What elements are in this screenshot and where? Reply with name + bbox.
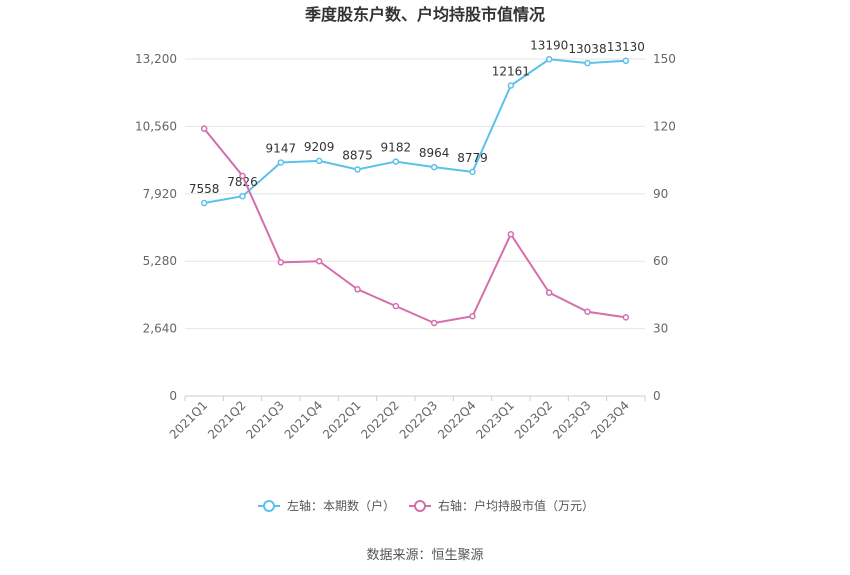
data-point[interactable] — [430, 319, 438, 327]
data-point[interactable] — [545, 56, 553, 63]
x-tick-label: 2023Q2 — [512, 398, 556, 442]
chart-title: 季度股东户数、户均持股市值情况 — [304, 5, 545, 24]
data-point[interactable] — [507, 230, 515, 238]
left-axis-ticks: 0 2,640 5,280 7,920 10,560 13,200 — [135, 52, 177, 403]
data-label: 9147 — [266, 141, 297, 155]
legend-marker-icon — [263, 500, 275, 512]
data-point[interactable] — [622, 314, 630, 321]
data-point[interactable] — [239, 172, 246, 180]
x-tick-label: 2023Q4 — [588, 398, 632, 442]
data-label: 9209 — [304, 140, 335, 154]
left-tick-label: 0 — [169, 389, 177, 403]
series-line — [203, 58, 626, 205]
data-point[interactable] — [584, 59, 591, 67]
right-tick-label: 150 — [653, 52, 676, 66]
x-tick-label: 2022Q1 — [320, 398, 364, 442]
legend-label: 左轴：本期数（户） — [287, 498, 395, 513]
data-label: 13038 — [568, 42, 606, 56]
data-label: 8875 — [342, 148, 373, 162]
x-tick-label: 2022Q3 — [397, 398, 441, 442]
data-point[interactable] — [354, 286, 361, 293]
gridlines — [185, 58, 645, 397]
data-point[interactable] — [354, 166, 361, 173]
legend[interactable]: 左轴：本期数（户） 右轴：户均持股市值（万元） — [258, 498, 594, 513]
x-tick-label: 2023Q3 — [550, 398, 594, 442]
x-tick-label: 2021Q4 — [282, 398, 326, 442]
data-point[interactable] — [584, 308, 591, 315]
data-point[interactable] — [469, 168, 476, 176]
series-line — [203, 128, 626, 325]
left-tick-label: 2,640 — [143, 322, 177, 336]
right-tick-label: 30 — [653, 322, 668, 336]
right-tick-label: 0 — [653, 389, 661, 403]
data-point[interactable] — [469, 312, 476, 320]
legend-item-2[interactable]: 右轴：户均持股市值（万元） — [409, 498, 594, 513]
source-note: 数据来源：恒生聚源 — [366, 548, 483, 563]
data-label: 9182 — [381, 141, 412, 155]
legend-marker-icon — [414, 500, 426, 512]
data-point[interactable] — [545, 289, 553, 296]
data-point[interactable] — [200, 125, 208, 132]
legend-item-1[interactable]: 左轴：本期数（户） — [258, 498, 395, 513]
data-label: 7558 — [189, 182, 220, 196]
data-point[interactable] — [392, 158, 400, 165]
data-point[interactable] — [277, 159, 285, 166]
data-label: 7826 — [227, 175, 258, 189]
left-tick-label: 5,280 — [143, 254, 177, 268]
series-2 — [200, 125, 630, 327]
left-tick-label: 13,200 — [135, 52, 177, 66]
x-tick-label: 2021Q1 — [167, 398, 211, 442]
data-point[interactable] — [239, 192, 246, 200]
x-tick-label: 2021Q3 — [243, 398, 287, 442]
data-point[interactable] — [315, 257, 323, 265]
data-point[interactable] — [622, 57, 630, 65]
data-label: 8779 — [457, 151, 488, 165]
x-tick-label: 2022Q2 — [358, 398, 402, 442]
right-tick-label: 60 — [653, 254, 668, 268]
data-label: 13130 — [607, 40, 645, 54]
left-tick-label: 7,920 — [143, 187, 177, 201]
right-tick-label: 120 — [653, 119, 676, 133]
data-label: 12161 — [492, 65, 530, 79]
x-tick-label: 2022Q4 — [435, 398, 479, 442]
x-tick-label: 2021Q2 — [205, 398, 249, 442]
data-point[interactable] — [315, 157, 323, 165]
data-point[interactable] — [507, 82, 515, 89]
data-label: 8964 — [419, 146, 450, 160]
right-axis-ticks: 0 30 60 90 120 150 — [653, 52, 676, 403]
data-point[interactable] — [277, 259, 285, 266]
data-point[interactable] — [430, 163, 438, 171]
right-tick-label: 90 — [653, 187, 668, 201]
data-point[interactable] — [392, 302, 400, 310]
x-tick-label: 2023Q1 — [473, 398, 517, 442]
left-tick-label: 10,560 — [135, 119, 177, 133]
x-axis-ticks: 2021Q12021Q22021Q32021Q42022Q12022Q22022… — [167, 396, 646, 442]
data-label: 13190 — [530, 38, 568, 52]
legend-label: 右轴：户均持股市值（万元） — [438, 498, 594, 513]
data-point[interactable] — [200, 199, 208, 207]
